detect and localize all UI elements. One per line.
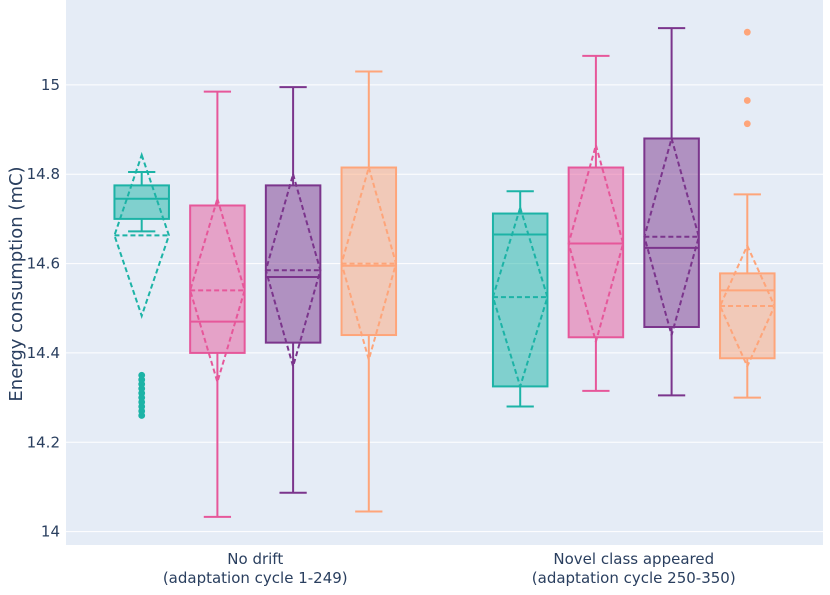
sd-diamond — [643, 134, 700, 339]
y-tick-label: 14.6 — [27, 255, 60, 273]
category-label-line1: Novel class appeared — [553, 550, 714, 568]
box-trace — [718, 28, 776, 399]
box-series-group — [113, 27, 776, 518]
x-axis-categories: No drift(adaptation cycle 1-249) Novel cl… — [163, 550, 736, 587]
box-iqr — [189, 204, 246, 354]
y-tick-label: 14.4 — [27, 344, 60, 362]
category-label-line2: (adaptation cycle 1-249) — [163, 569, 348, 587]
sd-diamond — [340, 163, 398, 364]
y-axis-ticks: 14 14.2 14.4 14.6 14.8 15 — [27, 76, 60, 541]
y-tick-label: 14.2 — [27, 433, 60, 451]
box-trace — [113, 151, 171, 419]
series-group — [113, 151, 549, 419]
box-trace — [643, 27, 700, 397]
box-trace — [340, 70, 398, 513]
sd-diamond — [264, 170, 322, 370]
category-label-line2: (adaptation cycle 250-350) — [532, 569, 736, 587]
y-axis-title: Energy consumption (mC) — [6, 166, 27, 401]
box-iqr — [113, 184, 170, 220]
box-iqr — [264, 184, 322, 344]
series-group — [340, 28, 776, 513]
box-trace — [189, 90, 246, 518]
y-tick-label: 15 — [41, 76, 60, 94]
box-trace — [264, 86, 322, 494]
outlier-point — [743, 120, 751, 128]
series-group — [264, 27, 700, 494]
outlier-point — [138, 371, 146, 379]
y-tick-label: 14 — [41, 523, 60, 541]
box-iqr — [340, 166, 398, 337]
sd-diamond — [718, 243, 776, 369]
outlier-point — [743, 97, 751, 104]
series-group — [189, 54, 625, 518]
box-trace — [491, 190, 549, 408]
sd-diamond — [491, 204, 549, 390]
sd-diamond — [567, 141, 625, 346]
box-iqr — [491, 212, 549, 388]
sd-diamond — [113, 151, 171, 319]
category-label-line1: No drift — [227, 550, 283, 568]
plot-background — [66, 0, 823, 545]
box-iqr — [567, 166, 625, 339]
box-trace — [567, 54, 625, 392]
outlier-point — [743, 28, 751, 36]
box-iqr — [643, 137, 700, 328]
y-tick-label: 14.8 — [27, 165, 60, 183]
